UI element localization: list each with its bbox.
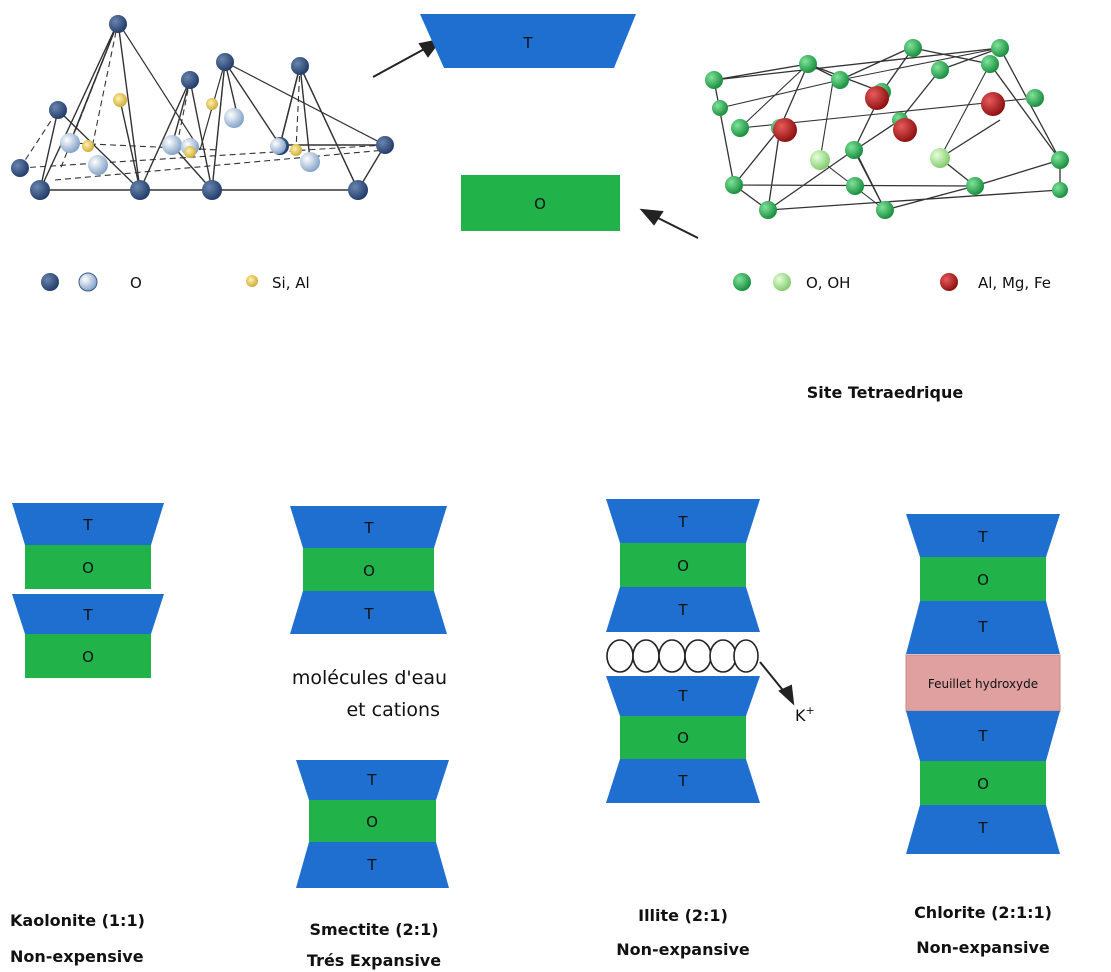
svg-text:O: O (82, 648, 94, 666)
svg-text:O: O (977, 775, 989, 793)
water-cations-line1: molécules d'eau (292, 667, 447, 689)
svg-text:O: O (363, 562, 375, 580)
svg-text:T: T (677, 687, 688, 705)
svg-text:T: T (677, 513, 688, 531)
illite-stack: T O T K+ T O T (606, 499, 815, 803)
water-cations-line2: et cations (346, 699, 440, 721)
captions: Kaolonite (1:1) Non-expensive Smectite (… (10, 903, 1052, 970)
svg-text:T: T (677, 772, 688, 790)
svg-text:T: T (977, 819, 988, 837)
o-light-icon (78, 272, 98, 292)
caption-illite-name: Illite (2:1) (638, 906, 728, 925)
caption-chlorite-name: Chlorite (2:1:1) (914, 903, 1052, 922)
atom-o (181, 71, 199, 89)
k-ion-label: K+ (795, 704, 815, 725)
octahedral-sheet-model (713, 47, 1061, 211)
octa-label: O (534, 195, 546, 213)
atom-o (202, 180, 222, 200)
atom-o (216, 53, 234, 71)
atom-si (290, 144, 302, 156)
caption-kaolonite-type: Non-expensive (10, 947, 144, 966)
legend-metal-label: Al, Mg, Fe (978, 274, 1051, 292)
svg-text:T: T (366, 856, 377, 874)
atom-o-light (162, 135, 182, 155)
atom-o (11, 159, 29, 177)
oh-light-icon (773, 273, 791, 291)
svg-text:T: T (82, 606, 93, 624)
svg-text:T: T (977, 727, 988, 745)
atom-si (206, 98, 218, 110)
metal-icon (940, 273, 958, 291)
hydroxide-label: Feuillet hydroxyde (928, 677, 1038, 691)
site-tetraedrique-label: Site Tetraedrique (807, 383, 964, 402)
svg-text:O: O (677, 557, 689, 575)
atom-o (49, 101, 67, 119)
tetra-label: T (522, 34, 533, 52)
smectite-stack: T O T molécules d'eau et cations T O T (290, 506, 449, 888)
atom-o (109, 15, 127, 33)
caption-chlorite-type: Non-expansive (916, 938, 1050, 957)
atom-o-light (300, 152, 320, 172)
svg-text:T: T (82, 516, 93, 534)
octahedral-atoms (705, 39, 1069, 219)
atom-o (348, 180, 368, 200)
tetrahedral-sheet-model (19, 19, 386, 191)
caption-kaolonite-name: Kaolonite (1:1) (10, 911, 145, 930)
svg-text:T: T (363, 519, 374, 537)
atom-si (113, 93, 127, 107)
svg-text:T: T (363, 605, 374, 623)
octa-sheet-shape (461, 175, 620, 231)
svg-text:O: O (977, 571, 989, 589)
chlorite-stack: T O T Feuillet hydroxyde T O T (905, 514, 1061, 854)
svg-text:T: T (366, 771, 377, 789)
svg-text:O: O (677, 729, 689, 747)
atom-o (291, 57, 309, 75)
caption-smectite-name: Smectite (2:1) (309, 920, 438, 939)
hydroxide-sheet (905, 654, 1061, 712)
oh-dark-icon (733, 273, 751, 291)
svg-text:T: T (977, 528, 988, 546)
svg-text:T: T (677, 601, 688, 619)
arrow-to-k (759, 661, 795, 706)
atom-o-light (60, 133, 80, 153)
legend-si-label: Si, Al (272, 274, 310, 292)
arrow-to-tetra (372, 38, 443, 78)
caption-smectite-type: Trés Expansive (307, 951, 441, 970)
atom-o-light (224, 108, 244, 128)
atom-o-light (88, 155, 108, 175)
si-al-icon (246, 275, 258, 287)
legend-oh-label: O, OH (806, 274, 850, 292)
legend-left: O Si, Al (41, 272, 310, 292)
svg-text:O: O (82, 559, 94, 577)
o-dark-icon (41, 273, 59, 291)
legend-right: O, OH Al, Mg, Fe (733, 273, 1051, 292)
atom-o (376, 136, 394, 154)
tetra-sheet-shape (420, 14, 636, 68)
atom-si (82, 140, 94, 152)
atom-o (130, 180, 150, 200)
arrow-to-octa (639, 208, 699, 239)
kaolonite-stack: T O T O (12, 503, 164, 678)
tetrahedral-atoms (11, 15, 394, 200)
atom-o-light (270, 138, 286, 154)
atom-o (30, 180, 50, 200)
atom-si (184, 146, 196, 158)
caption-illite-type: Non-expansive (616, 940, 750, 959)
potassium-ion-layer (606, 639, 759, 673)
svg-text:O: O (366, 813, 378, 831)
legend-o-label: O (130, 274, 142, 292)
svg-text:T: T (977, 618, 988, 636)
